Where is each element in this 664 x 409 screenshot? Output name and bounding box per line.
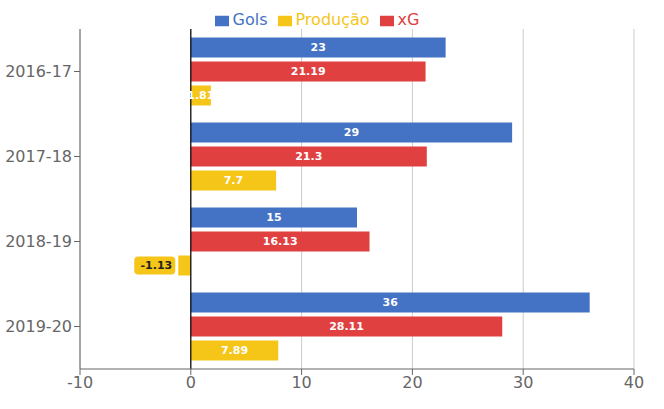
- svg-text:40: 40: [624, 373, 644, 392]
- svg-text:15: 15: [266, 211, 281, 224]
- svg-text:-10: -10: [67, 373, 93, 392]
- svg-text:20: 20: [402, 373, 422, 392]
- html-text:xG: xG: [397, 10, 420, 29]
- svg-text:2016-17: 2016-17: [8, 62, 72, 81]
- svg-text:29: 29: [344, 126, 359, 139]
- svg-text:28.11: 28.11: [329, 320, 364, 333]
- svg-text:2019-20: 2019-20: [8, 317, 72, 336]
- svg-text:-1.13: -1.13: [141, 259, 173, 272]
- svg-text:16.13: 16.13: [263, 235, 298, 248]
- svg-text:23: 23: [311, 41, 326, 54]
- svg-text:30: 30: [513, 373, 533, 392]
- html-text:Produção: Produção: [295, 10, 370, 29]
- svg-text:10: 10: [291, 373, 311, 392]
- svg-text:21.19: 21.19: [291, 65, 326, 78]
- svg-text:21.3: 21.3: [295, 150, 322, 163]
- svg-text:2018-19: 2018-19: [8, 232, 72, 251]
- svg-text:36: 36: [383, 296, 399, 309]
- svg-text:7.7: 7.7: [224, 174, 244, 187]
- svg-text:2017-18: 2017-18: [8, 147, 72, 166]
- svg-text:7.89: 7.89: [221, 344, 248, 357]
- svg-text:1.81: 1.81: [187, 89, 214, 102]
- svg-text:0: 0: [186, 373, 196, 392]
- html-text:Gols: Gols: [232, 10, 268, 29]
